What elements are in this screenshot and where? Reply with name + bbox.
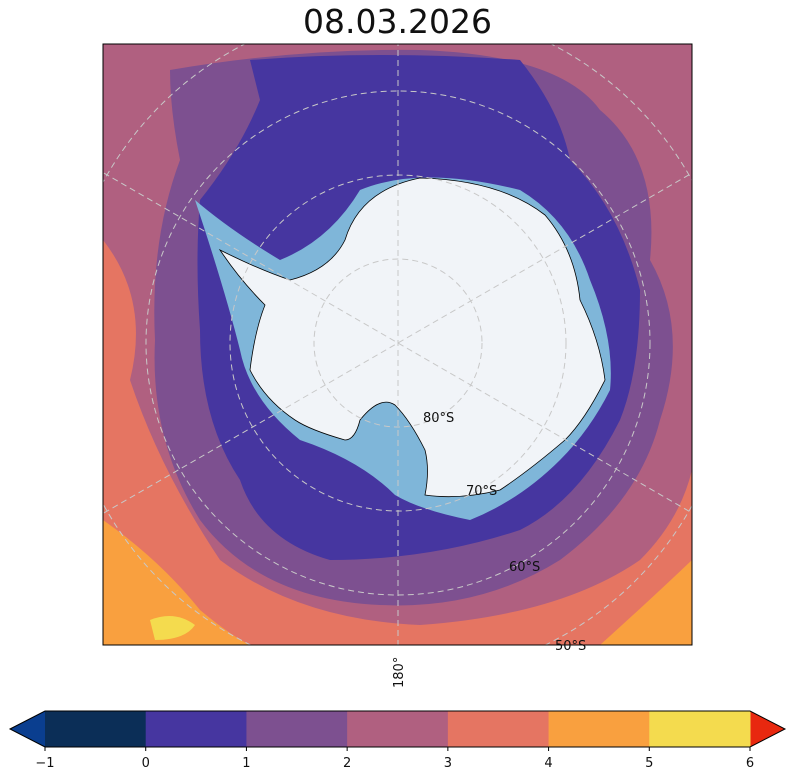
colorbar-segment: [145, 711, 247, 747]
colorbar-tick-label: 0: [142, 756, 150, 771]
colorbar-tick-label: −1: [35, 756, 54, 771]
colorbar-tick-label: 3: [444, 756, 452, 771]
lat-label-50: 50°S: [555, 639, 586, 654]
colorbar-tick-label: 1: [242, 756, 250, 771]
colorbar-segment: [447, 711, 550, 747]
sst-4-5-region: [103, 520, 250, 645]
map-title: 08.03.2026: [303, 2, 492, 41]
sst-5-6-region: [150, 616, 195, 640]
colorbar: −1 0 1 2 3 4 5 6: [8, 710, 787, 771]
colorbar-segment: [548, 711, 650, 747]
lat-label-80: 80°S: [423, 411, 454, 426]
antarctica-land: [218, 177, 606, 498]
colorbar-tick-label: 4: [544, 756, 552, 771]
colorbar-tick-label: 2: [343, 756, 351, 771]
lat-label-60: 60°S: [509, 560, 540, 575]
colorbar-tick-label: 5: [645, 756, 653, 771]
colorbar-under-arrow: [10, 711, 45, 747]
graticule: [103, 44, 692, 645]
colorbar-tick-label: 6: [746, 756, 754, 771]
colorbar-segment: [649, 711, 751, 747]
colorbar-segment: [347, 711, 449, 747]
colorbar-segment: [45, 711, 147, 747]
colorbar-segment: [246, 711, 348, 747]
colorbar-over-arrow: [750, 711, 785, 747]
sst-4-5-region-east: [600, 560, 692, 645]
lat-label-70: 70°S: [466, 484, 497, 499]
map-area: [103, 44, 692, 645]
lon-label-180: 180°: [392, 657, 407, 688]
